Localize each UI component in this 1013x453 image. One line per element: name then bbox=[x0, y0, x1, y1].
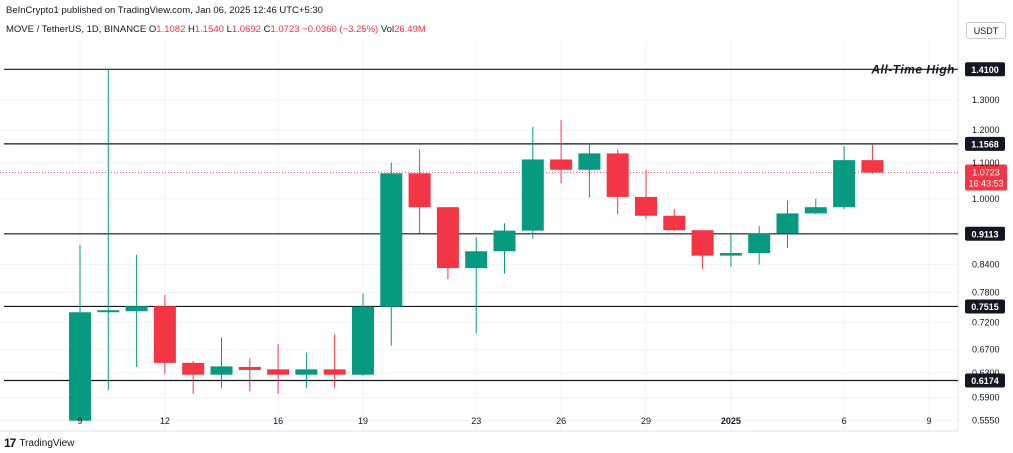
candle-body bbox=[238, 366, 261, 370]
candle-body bbox=[606, 153, 629, 197]
horizontal-levels: 1.4100 All-Time High 1.1568 0.9113 0.7515 0.6… bbox=[0, 62, 1007, 388]
level-price-tag bbox=[965, 226, 1005, 241]
x-tick-label: 12 bbox=[160, 416, 170, 426]
volume-label: Vol bbox=[380, 24, 395, 35]
candle-body bbox=[352, 306, 374, 375]
candle-body bbox=[125, 306, 148, 312]
y-tick-label: 1.2000 bbox=[972, 125, 1000, 135]
candle-body bbox=[663, 215, 686, 231]
y-tick-label: 1.1000 bbox=[972, 158, 1000, 168]
symbol-legend: MOVE / TetherUS, 1D, BINANCE O1.1082 H1.… bbox=[6, 24, 426, 35]
y-tick-label: 0.6300 bbox=[972, 368, 1000, 378]
level-price-tag bbox=[965, 62, 1005, 77]
y-tick-label: 0.7200 bbox=[972, 318, 1000, 328]
x-tick-label: 16 bbox=[273, 416, 283, 426]
symbol-name: MOVE / TetherUS, 1D, BINANCE bbox=[6, 24, 147, 35]
close-value: 1.0723 bbox=[270, 24, 300, 35]
candle-body bbox=[691, 230, 714, 256]
level-price-label: 0.9113 bbox=[971, 229, 998, 239]
x-tick-label: 29 bbox=[641, 416, 651, 426]
level-price-tag bbox=[965, 136, 1005, 151]
candle-body bbox=[380, 173, 403, 307]
high-value: 1.1540 bbox=[194, 24, 224, 35]
y-tick-label: 0.5550 bbox=[972, 416, 1000, 426]
publish-info: BeInCrypto1 published on TradingView.com… bbox=[6, 5, 323, 16]
low-label: L bbox=[226, 24, 232, 35]
tradingview-logo-icon: 17 bbox=[4, 436, 16, 450]
candle-body bbox=[295, 369, 318, 375]
close-label: C bbox=[263, 24, 271, 35]
candle-body bbox=[804, 207, 827, 214]
x-tick-label: 26 bbox=[556, 416, 566, 426]
last-price-label: 1.0723 bbox=[972, 167, 1000, 177]
x-tick-label: 23 bbox=[471, 416, 481, 426]
level-price-tag bbox=[965, 299, 1005, 314]
volume-value: 26.49M bbox=[394, 24, 426, 35]
level-price-tag bbox=[965, 373, 1005, 388]
candle-body bbox=[861, 160, 884, 173]
candle-body bbox=[97, 310, 120, 313]
candle-body bbox=[69, 312, 91, 421]
y-tick-label: 1.3000 bbox=[972, 95, 1000, 105]
y-tick-label: 0.8400 bbox=[972, 259, 1000, 269]
candle-body bbox=[182, 362, 205, 375]
candlesticks bbox=[69, 69, 884, 421]
candle-body bbox=[408, 173, 431, 208]
candle-body bbox=[550, 159, 573, 170]
currency-selector[interactable]: USDT bbox=[966, 22, 1006, 39]
level-price-label: 1.1568 bbox=[971, 139, 999, 149]
x-tick-label: 19 bbox=[358, 416, 368, 426]
candle-body bbox=[719, 253, 742, 256]
candle-body bbox=[436, 207, 459, 269]
candle-body bbox=[267, 369, 290, 375]
last-price-tag bbox=[965, 164, 1007, 191]
candle-body bbox=[748, 233, 771, 254]
level-price-label: 1.4100 bbox=[971, 65, 999, 75]
y-tick-label: 1.0000 bbox=[972, 194, 1000, 204]
price-axis: 1.3000 1.2000 1.1000 1.0000 0.8400 0.7800 0.72… bbox=[972, 95, 1000, 426]
time-axis: 9 12 16 19 23 26 29 2025 6 9 bbox=[77, 416, 931, 426]
candle-body bbox=[493, 230, 516, 252]
y-tick-label: 0.6700 bbox=[972, 345, 1000, 355]
x-tick-label: 2025 bbox=[721, 416, 741, 426]
y-tick-label: 0.5900 bbox=[972, 393, 1000, 403]
candle-body bbox=[578, 153, 601, 170]
countdown-label: 16:43:53 bbox=[968, 178, 1003, 188]
high-label: H bbox=[188, 24, 195, 35]
open-value: 1.1082 bbox=[156, 24, 186, 35]
candle-body bbox=[323, 369, 346, 375]
all-time-high-annotation: All-Time High bbox=[870, 62, 955, 76]
candle-body bbox=[776, 213, 799, 234]
tradingview-brand: TradingView bbox=[19, 437, 75, 449]
x-tick-label: 6 bbox=[842, 416, 847, 426]
candle-body bbox=[210, 366, 233, 375]
low-value: 1.0692 bbox=[231, 24, 261, 35]
open-label: O bbox=[148, 24, 157, 35]
x-tick-label: 9 bbox=[926, 416, 931, 426]
candle-body bbox=[465, 251, 488, 269]
x-tick-label: 9 bbox=[77, 416, 82, 426]
level-price-label: 0.7515 bbox=[971, 302, 999, 312]
tradingview-footer: 17 TradingView bbox=[4, 436, 74, 450]
change-value: −0.0360 (−3.25%) bbox=[302, 24, 379, 35]
candle-body bbox=[635, 196, 657, 216]
candle-body bbox=[153, 306, 176, 363]
candle-body bbox=[833, 160, 856, 208]
candle-body bbox=[521, 159, 544, 231]
level-price-label: 0.6174 bbox=[971, 376, 999, 386]
chart-grid bbox=[0, 0, 959, 432]
y-tick-label: 0.7800 bbox=[972, 287, 1000, 297]
